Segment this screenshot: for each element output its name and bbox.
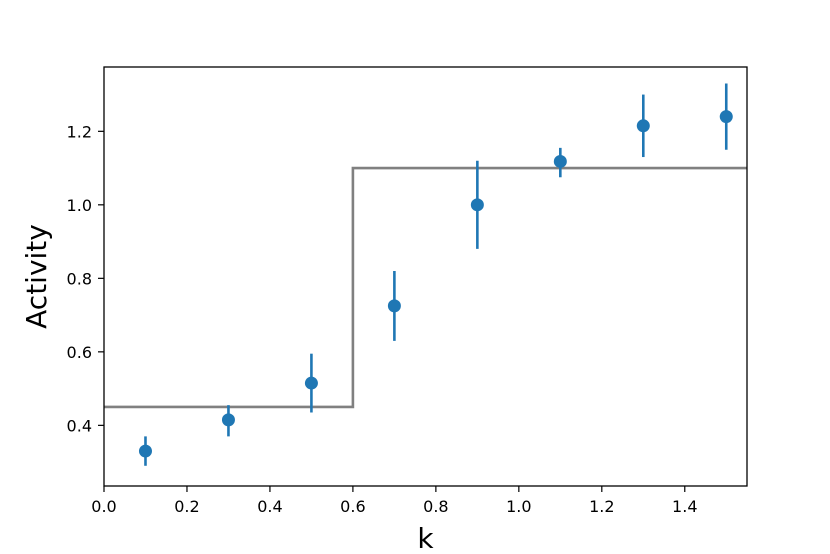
y-axis-label: Activity [20, 224, 53, 329]
x-tick-label-6: 1.2 [589, 497, 614, 516]
x-tick-label-7: 1.4 [672, 497, 697, 516]
data-point-4 [470, 198, 484, 212]
marks-layer [104, 83, 747, 466]
ticks-layer: 0.0 0.2 0.4 0.6 0.8 1.0 1.2 1.4 0.4 0.6 0.8 1.0 1.2 [67, 122, 698, 516]
data-point-3 [387, 299, 401, 313]
data-point-2 [304, 376, 318, 390]
plot-frame [103, 66, 748, 487]
data-point-5 [553, 154, 567, 168]
x-tick-label-0: 0.0 [91, 497, 116, 516]
y-tick-label-1: 0.6 [67, 343, 92, 362]
x-tick-label-4: 0.8 [423, 497, 448, 516]
data-point-6 [636, 119, 650, 133]
x-tick-label-1: 0.2 [174, 497, 199, 516]
step-function-line [104, 166, 747, 409]
y-tick-label-3: 1.0 [67, 196, 92, 215]
y-tick-label-4: 1.2 [67, 122, 92, 141]
y-tick-label-2: 0.8 [67, 269, 92, 288]
x-axis-label: k [417, 522, 434, 554]
x-tick-label-3: 0.6 [340, 497, 365, 516]
x-tick-label-5: 1.0 [506, 497, 531, 516]
y-tick-label-0: 0.4 [67, 416, 92, 435]
x-tick-label-2: 0.4 [257, 497, 282, 516]
data-point-7 [719, 110, 733, 124]
data-point-0 [138, 444, 152, 458]
data-point-1 [221, 413, 235, 427]
